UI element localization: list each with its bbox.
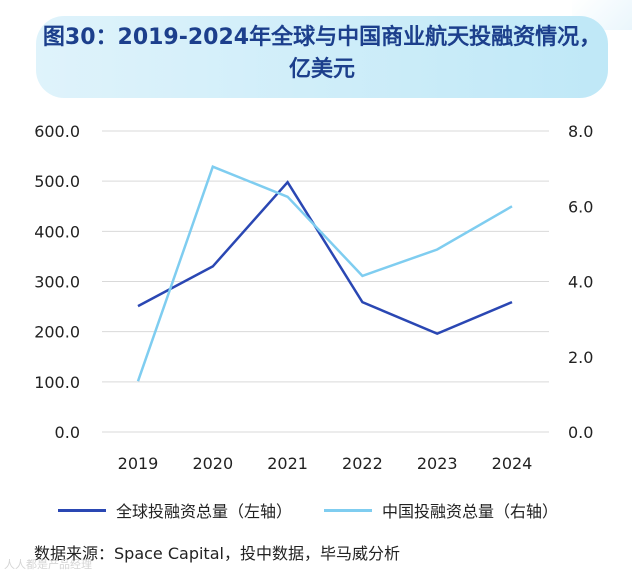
series-line-china [136, 165, 513, 382]
x-axis-tick-label-2: 2021 [267, 454, 308, 473]
x-axis-tick-label-0: 2019 [118, 454, 159, 473]
legend-swatch-global [58, 508, 106, 512]
right-axis-tick-label-1: 2.0 [568, 348, 593, 367]
right-axis-tick-label-3: 6.0 [568, 197, 593, 216]
left-axis-tick-label-6: 600.0 [34, 122, 80, 141]
legend-swatch-china [324, 508, 372, 512]
chart-title: 图30：2019-2024年全球与中国商业航天投融资情况， 亿美元 [36, 22, 608, 86]
data-source-note: 数据来源：Space Capital，投中数据，毕马威分析 [34, 544, 400, 563]
x-axis-tick-label-4: 2023 [417, 454, 458, 473]
x-axis-tick-label-3: 2022 [342, 454, 383, 473]
chart-legend: 全球投融资总量（左轴） 中国投融资总量（右轴） [0, 495, 632, 525]
x-axis-tick-label-5: 2024 [492, 454, 533, 473]
title-banner [36, 16, 608, 98]
legend-item-global: 全球投融资总量（左轴） [58, 495, 292, 525]
right-axis-tick-label-4: 8.0 [568, 122, 593, 141]
line-chart: 0.0 100.0 200.0 300.0 400.0 500.0 600.0 0.0 2.0 4… [34, 122, 593, 473]
left-axis-tick-label-0: 0.0 [55, 423, 80, 442]
left-axis-tick-label-3: 300.0 [34, 273, 80, 292]
left-axis-tick-label-1: 100.0 [34, 373, 80, 392]
watermark-text: 人人都是产品经理 [4, 558, 92, 571]
left-axis-tick-label-2: 200.0 [34, 323, 80, 342]
left-axis-tick-label-5: 500.0 [34, 172, 80, 191]
chart-title-line-2: 亿美元 [288, 57, 355, 82]
chart-title-line-1: 图30：2019-2024年全球与中国商业航天投融资情况， [42, 25, 602, 50]
x-axis-tick-label-1: 2020 [192, 454, 233, 473]
left-axis-tick-label-4: 400.0 [34, 222, 80, 241]
legend-item-china: 中国投融资总量（右轴） [324, 495, 558, 525]
series-line-global [137, 180, 513, 336]
legend-label-global: 全球投融资总量（左轴） [116, 502, 293, 521]
right-axis-tick-label-2: 4.0 [568, 273, 593, 292]
right-axis-tick-label-0: 0.0 [568, 423, 593, 442]
legend-label-china: 中国投融资总量（右轴） [382, 502, 559, 521]
